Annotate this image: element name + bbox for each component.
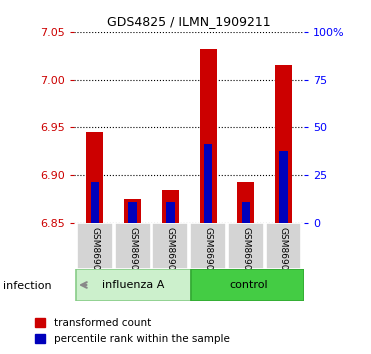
Bar xyxy=(204,144,212,223)
Bar xyxy=(128,202,137,223)
Text: influenza A: influenza A xyxy=(102,280,165,290)
Bar xyxy=(190,223,226,269)
Text: infection: infection xyxy=(3,281,52,291)
Bar xyxy=(152,223,188,269)
Bar xyxy=(91,182,99,223)
Text: GSM869068: GSM869068 xyxy=(279,227,288,282)
Bar xyxy=(242,202,250,223)
Bar xyxy=(279,151,288,223)
Bar xyxy=(166,202,175,223)
Text: GSM869064: GSM869064 xyxy=(204,227,213,281)
Text: GSM869069: GSM869069 xyxy=(166,227,175,282)
Text: control: control xyxy=(229,280,268,290)
Text: GSM869065: GSM869065 xyxy=(91,227,99,282)
Bar xyxy=(115,223,151,269)
Bar xyxy=(237,182,254,223)
Bar xyxy=(86,132,104,223)
Bar xyxy=(76,269,191,301)
Bar xyxy=(266,223,301,269)
Bar xyxy=(77,223,113,269)
Bar xyxy=(162,189,179,223)
Bar xyxy=(200,49,217,223)
Text: GSM869067: GSM869067 xyxy=(128,227,137,282)
Title: GDS4825 / ILMN_1909211: GDS4825 / ILMN_1909211 xyxy=(107,15,271,28)
Bar xyxy=(191,269,304,301)
Bar xyxy=(275,65,292,223)
Text: GSM869066: GSM869066 xyxy=(241,227,250,282)
Legend: transformed count, percentile rank within the sample: transformed count, percentile rank withi… xyxy=(35,318,230,344)
Bar xyxy=(124,199,141,223)
Bar xyxy=(228,223,264,269)
